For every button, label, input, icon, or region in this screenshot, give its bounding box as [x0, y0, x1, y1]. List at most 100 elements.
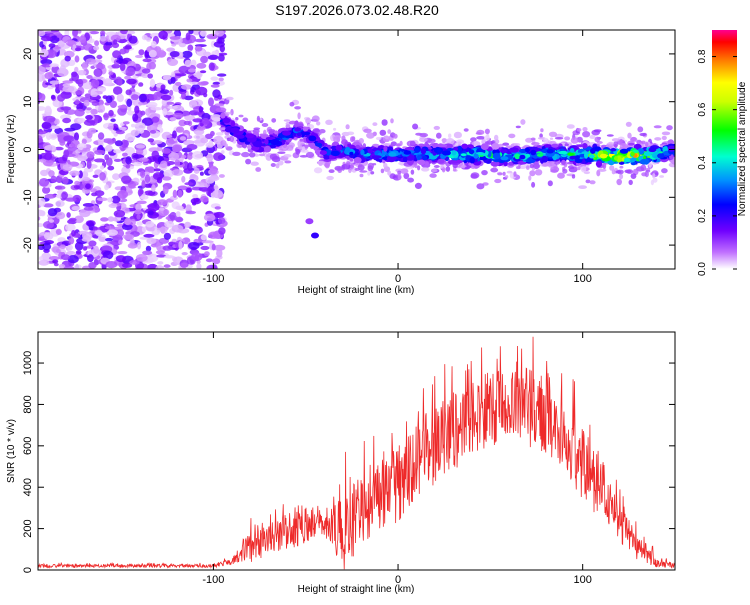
halo-cell	[611, 138, 620, 142]
noise-cell	[184, 221, 192, 229]
noise-cell	[71, 206, 81, 211]
ridge-cell	[360, 149, 365, 156]
ridge-cell	[480, 143, 489, 151]
noise-cell	[96, 54, 103, 60]
noise-cell	[109, 100, 117, 109]
noise-cell	[202, 51, 211, 57]
noise-cell	[55, 211, 66, 220]
colorbar-tick-label: 0.6	[697, 102, 708, 116]
noise-cell	[117, 251, 128, 255]
noise-cell	[38, 30, 46, 37]
snr-y-ticks: 0 200 400 600 800 1000	[22, 351, 675, 573]
noise-cell	[125, 89, 132, 96]
noise-cell	[168, 152, 180, 161]
ridge-cell	[297, 123, 304, 128]
halo-cell	[390, 118, 394, 124]
noise-cell	[88, 127, 97, 134]
noise-cell	[95, 63, 106, 70]
noise-cell	[107, 216, 115, 222]
ridge-cell	[469, 157, 475, 164]
noise-cell	[75, 250, 82, 255]
halo-cell	[225, 96, 234, 101]
noise-cell	[178, 240, 183, 250]
noise-cell	[94, 149, 106, 155]
ridge-cell	[614, 156, 618, 161]
ridge-cell	[519, 154, 526, 160]
halo-cell	[414, 182, 422, 189]
noise-cell	[214, 30, 225, 37]
noise-cell	[209, 165, 218, 175]
halo-cell	[445, 138, 455, 145]
halo-cell	[576, 166, 581, 171]
noise-cell	[147, 202, 160, 212]
noise-cell	[193, 167, 200, 174]
spectrogram-x-tick-label: -100	[202, 273, 224, 285]
noise-cell	[181, 252, 188, 256]
noise-cell	[179, 136, 187, 141]
noise-cell	[125, 164, 131, 169]
noise-cell	[186, 187, 192, 193]
halo-cell	[490, 167, 499, 173]
noise-cell	[62, 117, 71, 124]
ridge-cell	[491, 143, 500, 150]
noise-cell	[134, 209, 142, 215]
noise-cell	[105, 237, 113, 242]
noise-cell	[186, 144, 198, 150]
snr-x-label: Height of straight line (km)	[298, 584, 415, 595]
halo-cell	[539, 133, 543, 139]
halo-cell	[380, 168, 385, 174]
halo-cell	[305, 117, 312, 124]
noise-cell	[85, 58, 97, 65]
ridge-cell	[294, 127, 302, 132]
colorbar-ticks: 0.0 0.2 0.4 0.6 0.8	[697, 49, 737, 276]
noise-cell	[38, 178, 50, 187]
ridge-cell	[610, 148, 617, 152]
noise-cell	[150, 32, 161, 38]
noise-cell	[70, 123, 82, 131]
noise-cell	[79, 208, 91, 218]
ridge-cell	[551, 143, 559, 148]
ridge-cell	[623, 157, 631, 163]
noise-cell	[48, 43, 56, 48]
noise-cell	[49, 35, 60, 44]
halo-cell	[619, 142, 628, 150]
noise-cell	[141, 72, 150, 79]
noise-cell	[196, 62, 207, 69]
noise-cell	[214, 206, 221, 210]
noise-cell	[107, 229, 118, 236]
noise-cell	[175, 126, 185, 133]
halo-cell	[540, 128, 544, 133]
noise-cell	[175, 211, 181, 218]
spectrogram-cells	[38, 30, 675, 269]
halo-cell	[362, 143, 367, 149]
noise-cell	[52, 259, 59, 264]
noise-cell	[116, 93, 124, 103]
ridge-cell	[330, 150, 340, 157]
noise-cell	[104, 184, 109, 191]
ridge-cell	[422, 155, 428, 161]
noise-cell	[160, 94, 172, 101]
noise-cell	[171, 43, 177, 47]
ridge-cell	[451, 150, 457, 156]
noise-cell	[208, 97, 214, 107]
halo-cell	[547, 180, 553, 187]
noise-cell	[174, 159, 181, 168]
noise-cell	[149, 130, 157, 134]
noise-cell	[160, 226, 166, 234]
halo-cell	[593, 129, 602, 133]
noise-cell	[63, 135, 75, 142]
noise-cell	[192, 151, 203, 160]
spectrogram-y-tick-label: 20	[22, 48, 34, 60]
halo-cell	[358, 138, 364, 144]
noise-cell	[49, 80, 60, 85]
noise-cell	[200, 245, 210, 251]
ridge-cell	[319, 150, 327, 156]
noise-cell	[77, 70, 87, 76]
noise-cell	[160, 89, 170, 94]
noise-cell	[62, 85, 75, 93]
ridge-cell	[353, 157, 362, 164]
noise-cell	[184, 59, 192, 68]
halo-cell	[547, 161, 555, 168]
spectrogram-y-label: Frequency (Hz)	[6, 115, 17, 184]
noise-cell	[127, 105, 132, 112]
